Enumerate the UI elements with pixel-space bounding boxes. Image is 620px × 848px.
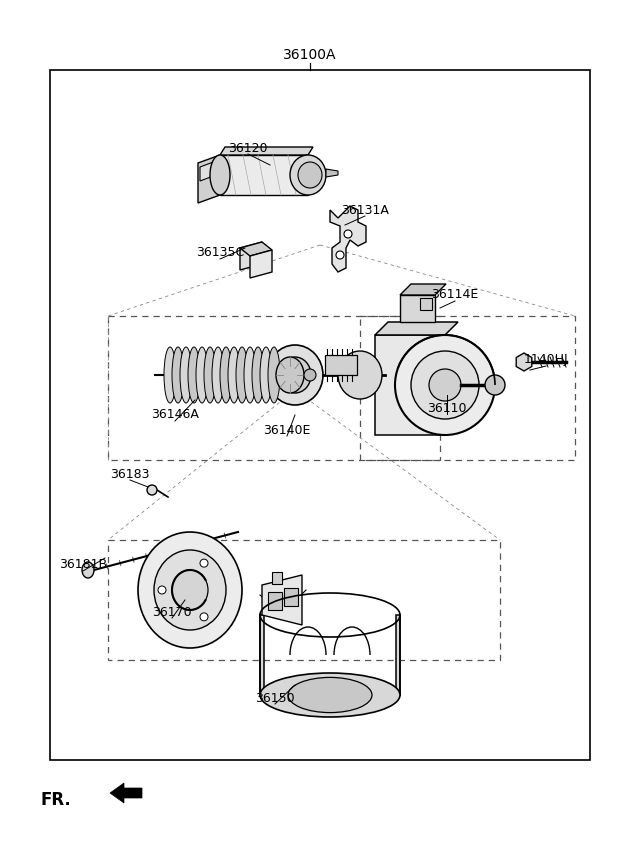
Ellipse shape bbox=[395, 335, 495, 435]
Ellipse shape bbox=[236, 347, 248, 403]
Ellipse shape bbox=[268, 347, 280, 403]
Text: 36110: 36110 bbox=[427, 401, 467, 415]
Ellipse shape bbox=[180, 347, 192, 403]
Polygon shape bbox=[198, 155, 220, 203]
Ellipse shape bbox=[212, 347, 224, 403]
Text: 36131A: 36131A bbox=[341, 204, 389, 216]
Polygon shape bbox=[375, 322, 458, 335]
Ellipse shape bbox=[172, 570, 208, 610]
Bar bbox=[325, 355, 357, 375]
Bar bbox=[284, 588, 298, 606]
Polygon shape bbox=[220, 155, 308, 195]
Text: 36183: 36183 bbox=[110, 467, 150, 481]
Polygon shape bbox=[240, 242, 272, 256]
Ellipse shape bbox=[429, 369, 461, 401]
Polygon shape bbox=[110, 783, 142, 803]
Ellipse shape bbox=[276, 357, 304, 393]
Polygon shape bbox=[396, 615, 400, 695]
Ellipse shape bbox=[204, 347, 216, 403]
Ellipse shape bbox=[154, 550, 226, 630]
Ellipse shape bbox=[228, 347, 240, 403]
Ellipse shape bbox=[220, 347, 232, 403]
Bar bbox=[272, 572, 282, 584]
Polygon shape bbox=[516, 353, 532, 371]
Ellipse shape bbox=[288, 678, 372, 712]
Ellipse shape bbox=[200, 559, 208, 567]
Ellipse shape bbox=[485, 375, 505, 395]
Bar bbox=[50, 70, 590, 760]
Text: 1140HJ: 1140HJ bbox=[524, 354, 569, 366]
Ellipse shape bbox=[338, 351, 382, 399]
Ellipse shape bbox=[188, 347, 200, 403]
Polygon shape bbox=[375, 335, 445, 435]
Ellipse shape bbox=[210, 155, 230, 195]
Bar bbox=[108, 540, 500, 660]
Bar bbox=[360, 316, 575, 460]
Polygon shape bbox=[200, 161, 216, 181]
Ellipse shape bbox=[147, 485, 157, 495]
Ellipse shape bbox=[138, 532, 242, 648]
Polygon shape bbox=[260, 615, 264, 695]
Bar bbox=[108, 316, 440, 460]
Ellipse shape bbox=[260, 347, 272, 403]
Text: 36181B: 36181B bbox=[59, 559, 107, 572]
Text: 36100A: 36100A bbox=[283, 48, 337, 62]
Ellipse shape bbox=[172, 347, 184, 403]
Text: 36170: 36170 bbox=[152, 605, 192, 618]
Text: 36114E: 36114E bbox=[432, 288, 479, 302]
Polygon shape bbox=[330, 206, 366, 272]
Polygon shape bbox=[240, 242, 262, 270]
Ellipse shape bbox=[304, 369, 316, 381]
Ellipse shape bbox=[290, 155, 326, 195]
Polygon shape bbox=[262, 575, 302, 625]
Ellipse shape bbox=[279, 357, 311, 393]
Ellipse shape bbox=[336, 251, 344, 259]
Ellipse shape bbox=[164, 347, 176, 403]
Ellipse shape bbox=[244, 347, 256, 403]
Text: 36135C: 36135C bbox=[196, 247, 244, 259]
Text: 36146A: 36146A bbox=[151, 409, 199, 421]
Bar bbox=[268, 592, 282, 610]
Ellipse shape bbox=[260, 673, 400, 717]
Ellipse shape bbox=[200, 613, 208, 621]
Ellipse shape bbox=[82, 562, 94, 578]
Polygon shape bbox=[420, 298, 432, 310]
Polygon shape bbox=[400, 295, 435, 322]
Ellipse shape bbox=[196, 347, 208, 403]
Ellipse shape bbox=[252, 347, 264, 403]
Text: FR.: FR. bbox=[40, 791, 71, 809]
Polygon shape bbox=[326, 169, 338, 177]
Text: 36140E: 36140E bbox=[264, 423, 311, 437]
Ellipse shape bbox=[411, 351, 479, 419]
Polygon shape bbox=[250, 250, 272, 278]
Text: 36120: 36120 bbox=[228, 142, 268, 154]
Ellipse shape bbox=[298, 162, 322, 188]
Polygon shape bbox=[400, 284, 446, 295]
Text: 36150: 36150 bbox=[255, 691, 295, 705]
Polygon shape bbox=[220, 147, 313, 155]
Ellipse shape bbox=[267, 345, 323, 405]
Ellipse shape bbox=[344, 230, 352, 238]
Ellipse shape bbox=[158, 586, 166, 594]
